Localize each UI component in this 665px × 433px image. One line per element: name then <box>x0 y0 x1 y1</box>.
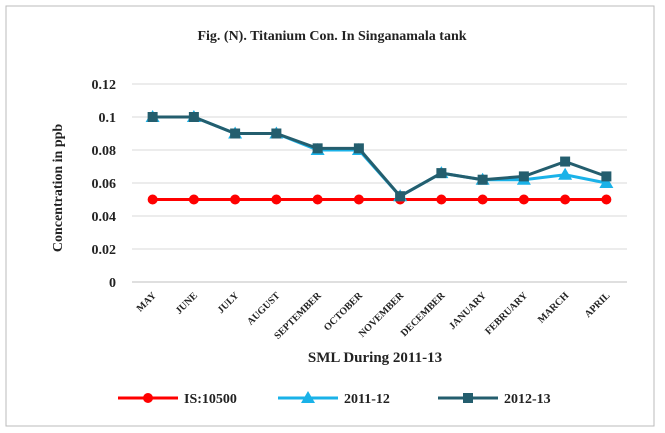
marker <box>147 194 158 205</box>
y-tick-label: 0.1 <box>99 111 117 126</box>
marker <box>312 143 323 154</box>
marker <box>560 194 571 205</box>
x-tick-label: MAY <box>135 290 160 315</box>
x-tick-label: AUGUST <box>245 290 282 327</box>
y-tick-label: 0.04 <box>92 210 117 225</box>
x-tick-label: DECEMBER <box>399 290 448 339</box>
x-tick-label: APRIL <box>583 290 613 320</box>
y-tick-label: 0.08 <box>92 144 117 159</box>
y-tick-label: 0.12 <box>92 78 117 93</box>
x-tick-label: JULY <box>216 290 242 316</box>
marker <box>436 168 447 179</box>
y-axis-label: Concentration in ppb <box>51 124 66 253</box>
marker <box>518 171 529 182</box>
marker <box>477 194 488 205</box>
legend-label: 2011-12 <box>344 392 390 407</box>
y-tick-label: 0 <box>109 276 116 291</box>
x-axis-label: SML During 2011-13 <box>308 350 442 366</box>
marker <box>353 143 364 154</box>
marker <box>301 391 315 403</box>
marker <box>477 174 488 185</box>
chart-title: Fig. (N). Titanium Con. In Singanamala t… <box>197 29 466 44</box>
marker <box>271 128 282 139</box>
x-tick-label: JANUARY <box>447 290 489 332</box>
marker <box>353 194 364 205</box>
y-tick-label: 0.02 <box>92 243 117 258</box>
marker <box>518 194 529 205</box>
marker <box>230 128 241 139</box>
marker <box>599 176 614 188</box>
marker <box>601 194 612 205</box>
marker <box>463 393 473 403</box>
marker <box>560 156 571 167</box>
marker <box>601 171 612 182</box>
marker <box>143 393 153 403</box>
legend-label: 2012-13 <box>504 392 551 407</box>
marker <box>188 194 199 205</box>
marker <box>558 167 573 180</box>
marker <box>436 194 447 205</box>
x-tick-label: JUNE <box>174 290 200 316</box>
x-tick-label: FEBRUARY <box>483 290 530 337</box>
marker <box>271 194 282 205</box>
marker <box>395 191 406 202</box>
chart-frame <box>5 5 655 427</box>
x-tick-label: MARCH <box>536 290 571 325</box>
marker <box>147 112 158 122</box>
series-line <box>152 115 607 199</box>
marker <box>312 194 323 205</box>
y-tick-label: 0.06 <box>92 177 117 192</box>
legend-label: IS:10500 <box>184 392 237 407</box>
marker <box>230 194 241 205</box>
marker <box>188 112 199 122</box>
x-tick-label: OCTOBER <box>322 290 366 334</box>
